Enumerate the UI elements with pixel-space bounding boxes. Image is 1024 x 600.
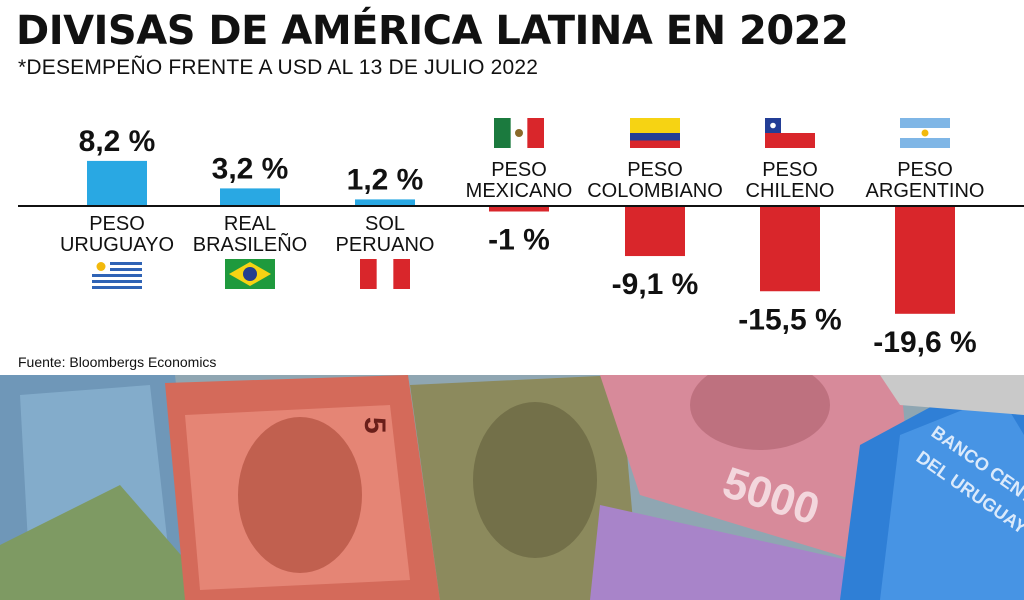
uruguay-flag [92,259,142,289]
banknote-green [0,485,220,600]
value-label-5: -15,5 % [738,303,841,336]
category-label-3: PESO MEXICANO [466,159,573,202]
bar-3 [489,206,549,212]
banknote-chile-pink [600,375,920,580]
value-label-4: -9,1 % [612,268,699,301]
colombia-flag [630,118,680,148]
category-label-2: SOL PERUANO [336,213,435,256]
brazil-flag [225,259,275,289]
bar-6 [895,206,955,314]
bar-5 [760,206,820,292]
chile-flag [765,118,815,148]
svg-text:5: 5 [358,417,391,434]
bar-4 [625,206,685,257]
argentina-flag [900,118,950,148]
value-label-1: 3,2 % [212,152,289,185]
category-label-5: PESO CHILENO [746,159,835,202]
bar-0 [87,160,147,206]
category-label-4: PESO COLOMBIANO [587,159,723,202]
value-label-0: 8,2 % [79,125,156,158]
value-label-3: -1 % [488,224,550,257]
bar-1 [220,188,280,206]
bars-layer [87,160,955,314]
banknotes-photo: 5 5000 BANCO CENTRAL DEL URUGUAY [0,375,1024,600]
mexico-flag [494,118,544,148]
flags-layer [92,118,950,289]
source-note: Fuente: Bloombergs Economics [18,354,217,370]
value-label-2: 1,2 % [347,163,424,196]
category-label-0: PESO URUGUAYO [60,213,174,256]
peru-flag [360,259,410,289]
bar-2 [355,199,415,206]
labels-layer: 8,2 % PESO URUGUAYO 3,2 % REAL BRASILEÑO 1,2 %… [60,125,985,359]
banknote-purple [590,505,870,600]
chart-subtitle: *DESEMPEÑO FRENTE A USD AL 13 DE JULIO 2… [18,56,539,79]
chart-title: DIVISAS DE AMÉRICA LATINA EN 2022 [16,8,849,54]
category-label-1: REAL BRASILEÑO [193,213,307,256]
category-label-6: PESO ARGENTINO [866,159,985,202]
value-label-6: -19,6 % [873,326,976,359]
